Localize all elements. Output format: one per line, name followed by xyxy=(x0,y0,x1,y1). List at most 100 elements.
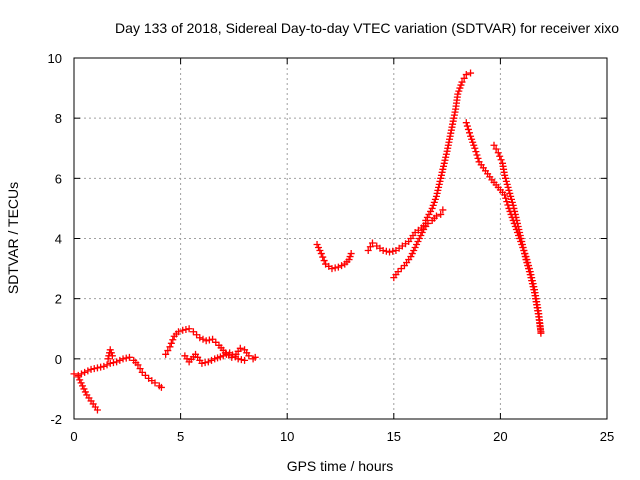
data-point xyxy=(429,201,437,209)
data-point xyxy=(465,129,473,137)
data-point xyxy=(514,222,522,230)
data-point xyxy=(458,78,466,86)
data-point xyxy=(469,138,477,146)
data-point xyxy=(106,359,114,367)
data-point xyxy=(193,331,201,339)
data-point xyxy=(517,235,525,242)
data-point xyxy=(97,363,105,371)
data-point xyxy=(428,204,436,212)
data-point xyxy=(408,250,416,258)
data-point xyxy=(460,74,468,82)
data-point xyxy=(455,87,463,95)
data-point xyxy=(185,325,193,333)
data-point xyxy=(212,338,220,346)
data-point xyxy=(346,253,354,261)
data-point xyxy=(204,358,212,366)
data-point xyxy=(521,250,529,258)
data-point xyxy=(430,198,438,206)
data-point xyxy=(79,382,87,390)
data-point xyxy=(503,180,511,188)
data-point xyxy=(433,189,441,197)
y-tick-label: 4 xyxy=(55,232,62,247)
data-point xyxy=(251,353,259,361)
data-point xyxy=(164,347,172,355)
data-point xyxy=(423,213,431,221)
data-point xyxy=(209,335,217,343)
data-point xyxy=(435,180,443,188)
x-tick-label: 20 xyxy=(493,429,507,444)
data-point xyxy=(504,183,512,191)
data-point xyxy=(509,201,517,209)
data-point xyxy=(245,352,253,360)
data-point xyxy=(237,356,245,364)
data-point xyxy=(201,359,209,367)
data-point xyxy=(136,365,144,373)
y-axis: -2 0 2 4 6 8 10 xyxy=(48,51,607,427)
data-point xyxy=(454,90,462,98)
data-point xyxy=(513,219,521,227)
data-point xyxy=(425,210,433,218)
data-point xyxy=(474,154,482,162)
data-point xyxy=(492,145,500,153)
data-point xyxy=(518,238,526,246)
x-tick-label: 5 xyxy=(177,429,184,444)
data-point xyxy=(431,195,439,203)
data-point xyxy=(527,274,535,282)
data-point xyxy=(334,263,342,271)
data-point xyxy=(516,231,524,239)
data-point xyxy=(397,265,405,273)
y-tick-label: 0 xyxy=(55,352,62,367)
data-point xyxy=(410,247,418,255)
data-point xyxy=(529,283,537,291)
data-point xyxy=(437,174,445,182)
data-point xyxy=(125,353,133,361)
data-point xyxy=(435,183,443,191)
data-point xyxy=(222,350,230,358)
data-point xyxy=(502,174,510,182)
data-point xyxy=(440,159,448,167)
data-point xyxy=(167,339,175,347)
data-point xyxy=(503,198,511,206)
data-point xyxy=(519,244,527,252)
data-point xyxy=(157,383,165,391)
data-point xyxy=(313,241,321,249)
data-point xyxy=(472,148,480,156)
data-point xyxy=(338,262,346,270)
data-point xyxy=(516,228,524,236)
data-point xyxy=(314,244,322,252)
data-point xyxy=(389,247,397,255)
data-point xyxy=(77,379,85,387)
data-point xyxy=(113,358,121,366)
data-point xyxy=(162,350,170,358)
data-point xyxy=(437,171,445,179)
data-point xyxy=(368,239,376,247)
data-point xyxy=(411,244,419,252)
data-point xyxy=(432,192,440,200)
data-point xyxy=(199,335,207,343)
data-point xyxy=(103,361,111,369)
x-axis-label: GPS time / hours xyxy=(287,458,394,474)
data-point xyxy=(507,192,515,200)
data-point xyxy=(438,168,446,176)
data-point xyxy=(234,355,242,363)
data-point xyxy=(462,119,470,127)
data-point xyxy=(328,265,336,273)
data-point xyxy=(106,346,114,354)
data-point xyxy=(520,247,528,255)
data-point xyxy=(508,198,516,206)
y-tick-label: 2 xyxy=(55,292,62,307)
data-point xyxy=(422,216,430,224)
data-point xyxy=(511,207,519,215)
data-point xyxy=(457,81,465,89)
data-point xyxy=(345,256,353,264)
data-point xyxy=(108,352,116,360)
data-point xyxy=(109,359,117,367)
data-point xyxy=(522,256,530,264)
data-point xyxy=(74,371,82,379)
data-point xyxy=(439,206,447,214)
data-point xyxy=(464,125,472,133)
data-point xyxy=(427,207,435,215)
data-point xyxy=(174,328,182,336)
data-point xyxy=(523,259,531,267)
data-point xyxy=(119,355,127,363)
